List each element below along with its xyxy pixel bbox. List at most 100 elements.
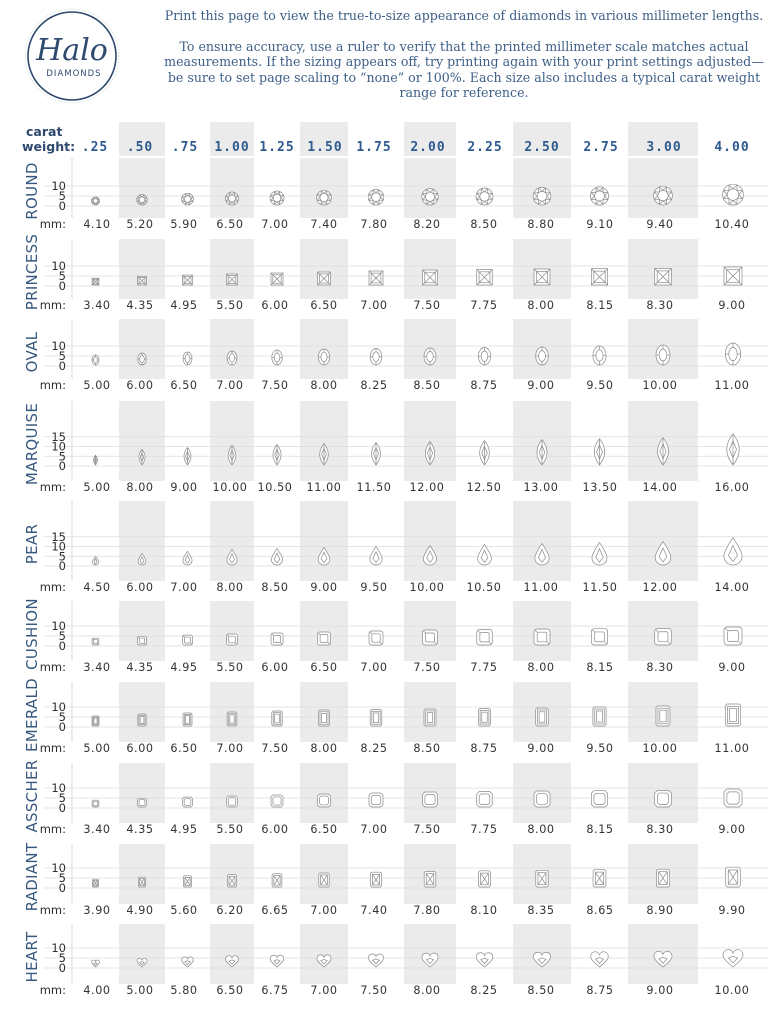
mm-label: mm:: [40, 983, 66, 997]
column-shade: [210, 239, 254, 299]
mm-value: 8.30: [646, 661, 673, 674]
mm-value: 4.95: [170, 661, 197, 674]
mm-value: 8.00: [310, 742, 337, 755]
diamond-round-outline: [475, 187, 494, 206]
shape-name-label: ROUND: [23, 162, 41, 219]
mm-value: 10.00: [642, 742, 677, 755]
mm-value: 7.50: [413, 661, 440, 674]
diamond-asscher-outline: [270, 794, 284, 808]
diamond-emerald-outline: [369, 709, 383, 727]
mm-value: 7.75: [470, 661, 497, 674]
mm-value: 8.35: [527, 904, 554, 917]
mm-value: 5.00: [126, 984, 153, 997]
carat-column-shade: [300, 122, 348, 156]
y-tick-label: 5: [59, 349, 66, 363]
mm-value: 8.80: [527, 218, 554, 231]
column-shade: [210, 844, 254, 904]
diamond-pear-outline: [137, 552, 147, 566]
diamond-marquise-outline: [93, 454, 98, 466]
diamond-heart-outline: [91, 959, 100, 968]
column-shade: [404, 239, 456, 299]
mm-value: 7.50: [413, 823, 440, 836]
carat-weight-label: 1.00: [214, 140, 249, 155]
diamond-cushion-outline: [654, 628, 672, 646]
mm-value: 6.50: [170, 379, 197, 392]
column-shade: [119, 682, 165, 742]
mm-value: 4.35: [126, 661, 153, 674]
shape-name-label: OVAL: [23, 331, 41, 372]
mm-value: 8.50: [470, 218, 497, 231]
y-tick-label: 10: [51, 339, 66, 353]
mm-value: 11.50: [582, 581, 617, 594]
mm-value: 6.20: [216, 904, 243, 917]
diamond-emerald-outline: [535, 707, 549, 727]
mm-value: 8.25: [470, 984, 497, 997]
mm-label: mm:: [40, 378, 66, 392]
mm-value: 8.90: [646, 904, 673, 917]
diamond-heart-outline: [225, 955, 239, 968]
diamond-pear-outline: [182, 550, 193, 566]
mm-value: 9.40: [646, 218, 673, 231]
diamond-cushion-outline: [476, 629, 493, 646]
carat-column-shade: [513, 122, 571, 156]
column-shade: [119, 401, 165, 481]
mm-value: 6.50: [310, 823, 337, 836]
diamond-oval-outline: [226, 350, 238, 366]
diamond-asscher-outline: [368, 792, 384, 808]
mm-value: 8.00: [216, 581, 243, 594]
mm-value: 9.50: [586, 742, 613, 755]
carat-column-shade: [628, 122, 698, 156]
diamond-princess-outline: [422, 269, 438, 286]
diamond-emerald-outline: [91, 715, 100, 727]
shape-name-label: EMERALD: [23, 678, 41, 752]
mm-value: 6.50: [216, 984, 243, 997]
y-tick-label: 0: [59, 720, 66, 734]
mm-value: 10.50: [257, 481, 292, 494]
mm-value: 7.00: [170, 581, 197, 594]
diamond-oval-outline: [724, 342, 742, 366]
diamond-princess-outline: [533, 268, 551, 286]
diamond-cushion-outline: [317, 631, 331, 646]
mm-value: 8.75: [586, 984, 613, 997]
mm-value: 7.75: [470, 299, 497, 312]
mm-value: 11.00: [523, 581, 558, 594]
mm-value: 9.50: [360, 581, 387, 594]
mm-value: 11.00: [714, 379, 749, 392]
diamond-princess-outline: [654, 268, 672, 286]
diamond-oval-outline: [423, 347, 437, 366]
y-tick-label: 0: [59, 359, 66, 373]
diamond-emerald-outline: [423, 708, 437, 727]
y-tick-label: 10: [51, 861, 66, 875]
mm-value: 8.50: [527, 984, 554, 997]
column-shade: [119, 158, 165, 218]
diamond-marquise-outline: [726, 433, 740, 466]
diamond-cushion-outline: [533, 628, 551, 646]
mm-value: 4.00: [83, 984, 110, 997]
mm-value: 12.00: [409, 481, 444, 494]
mm-value: 9.00: [310, 581, 337, 594]
diamond-marquise-outline: [536, 439, 548, 466]
diamond-asscher-outline: [591, 790, 608, 808]
y-tick-label: 10: [51, 781, 66, 795]
diamond-radiant-outline: [370, 871, 382, 888]
mm-value: 8.75: [470, 742, 497, 755]
diamond-radiant-outline: [592, 869, 607, 888]
diamond-emerald-outline: [724, 703, 742, 727]
diamond-oval-outline: [478, 347, 491, 366]
mm-value: 8.50: [261, 581, 288, 594]
diamond-heart-outline: [368, 953, 384, 968]
diamond-round-outline: [532, 187, 552, 206]
mm-value: 8.00: [413, 984, 440, 997]
column-shade: [119, 501, 165, 581]
diamond-round-outline: [421, 188, 439, 206]
y-tick-label: 10: [51, 179, 66, 193]
mm-value: 7.00: [216, 742, 243, 755]
diamond-pear-outline: [477, 543, 492, 566]
diamond-oval-outline: [369, 348, 383, 366]
diamond-heart-outline: [421, 952, 439, 968]
column-shade: [300, 924, 348, 984]
diamond-asscher-outline: [723, 788, 743, 808]
mm-label: mm:: [40, 903, 66, 917]
